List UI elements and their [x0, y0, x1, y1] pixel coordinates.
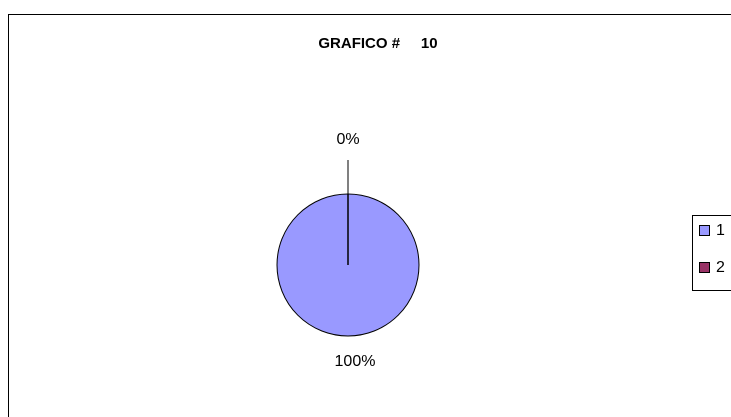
legend-label: 2 — [716, 259, 725, 276]
legend-swatch — [699, 225, 710, 236]
data-label: 100% — [335, 353, 376, 370]
legend-swatch — [699, 262, 710, 273]
data-label: 0% — [336, 131, 359, 148]
legend-box — [692, 215, 731, 291]
chart-title: GRAFICO # 10 — [318, 35, 437, 52]
legend-label: 1 — [716, 222, 725, 239]
